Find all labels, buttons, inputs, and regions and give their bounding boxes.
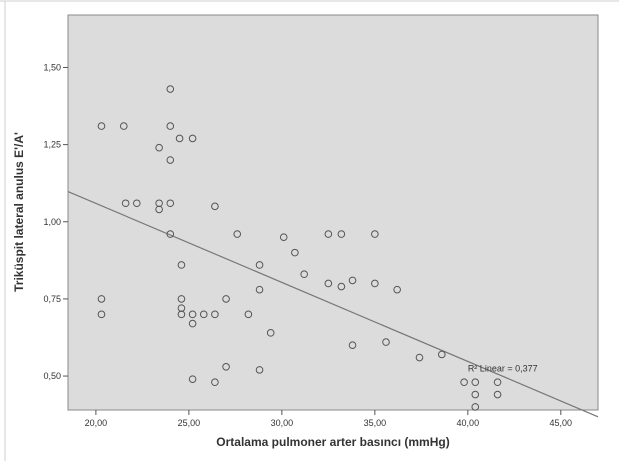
plot-area	[67, 14, 599, 411]
data-point	[211, 202, 219, 211]
fit-line-label: R² Linear = 0,377	[468, 363, 538, 373]
data-point	[324, 230, 333, 238]
y-tick-label: 1,25	[43, 140, 61, 150]
data-point	[166, 230, 175, 238]
data-point	[97, 310, 106, 319]
data-point	[324, 279, 333, 288]
data-point	[348, 276, 357, 285]
y-tick-label: 0,50	[43, 371, 61, 381]
regression-line	[67, 190, 599, 418]
data-point	[133, 199, 141, 208]
data-point	[291, 248, 299, 257]
data-point	[337, 230, 346, 238]
data-point	[471, 378, 480, 387]
data-point	[415, 353, 424, 362]
x-tick-label: 45,00	[550, 418, 573, 428]
data-point	[166, 156, 175, 164]
data-point	[177, 310, 186, 319]
y-tick-label: 0,75	[43, 294, 61, 304]
data-point	[166, 122, 175, 130]
data-point	[177, 261, 186, 269]
x-tick-label: 35,00	[364, 418, 387, 428]
data-point	[166, 199, 175, 208]
data-point	[393, 285, 401, 294]
data-point	[255, 366, 264, 374]
data-point	[211, 378, 219, 387]
fit-line-group	[67, 190, 599, 418]
x-tick-label: 40,00	[457, 418, 480, 428]
y-tick-label: 1,00	[43, 217, 61, 227]
data-point	[188, 310, 197, 319]
data-point	[199, 310, 208, 319]
data-point	[266, 329, 275, 337]
x-tick-label: 20,00	[85, 418, 108, 428]
data-point	[166, 85, 175, 93]
data-point	[460, 378, 468, 387]
y-tick-label: 1,50	[43, 62, 61, 72]
data-point	[493, 378, 502, 387]
data-point	[371, 230, 379, 238]
data-point	[222, 295, 230, 303]
data-point	[471, 403, 480, 411]
data-point	[97, 122, 106, 130]
y-axis-ticks: 0,50 0,75 1,00 1,25 1,50	[43, 62, 68, 381]
x-tick-label: 30,00	[271, 418, 294, 428]
data-point	[121, 199, 130, 208]
data-point	[188, 375, 197, 383]
data-point	[211, 310, 219, 319]
data-point	[155, 143, 163, 152]
x-tick-label: 25,00	[178, 418, 201, 428]
data-point	[222, 362, 230, 371]
data-point	[255, 261, 264, 269]
x-axis-label: Ortalama pulmoner arter basıncı (mmHg)	[216, 435, 449, 449]
y-axis-label: Triküspit lateral anulus E'/A'	[12, 132, 26, 292]
data-point	[471, 390, 480, 399]
data-point	[337, 282, 346, 291]
data-point	[371, 279, 379, 288]
data-point	[233, 230, 242, 238]
data-point	[300, 270, 308, 279]
data-point	[279, 233, 288, 241]
data-point	[188, 319, 197, 328]
data-points	[97, 85, 502, 411]
data-point	[188, 134, 197, 143]
data-point	[493, 390, 502, 399]
data-point	[175, 134, 184, 143]
data-point	[348, 341, 357, 349]
data-point	[155, 205, 163, 214]
data-point	[382, 338, 390, 346]
data-point	[97, 295, 106, 303]
x-axis-ticks: 20,00 25,00 30,00 35,00 40,00 45,00	[85, 410, 572, 428]
data-point	[437, 350, 446, 359]
data-point	[177, 295, 186, 303]
data-point	[255, 285, 264, 294]
data-point	[119, 122, 128, 130]
data-point	[244, 310, 253, 319]
